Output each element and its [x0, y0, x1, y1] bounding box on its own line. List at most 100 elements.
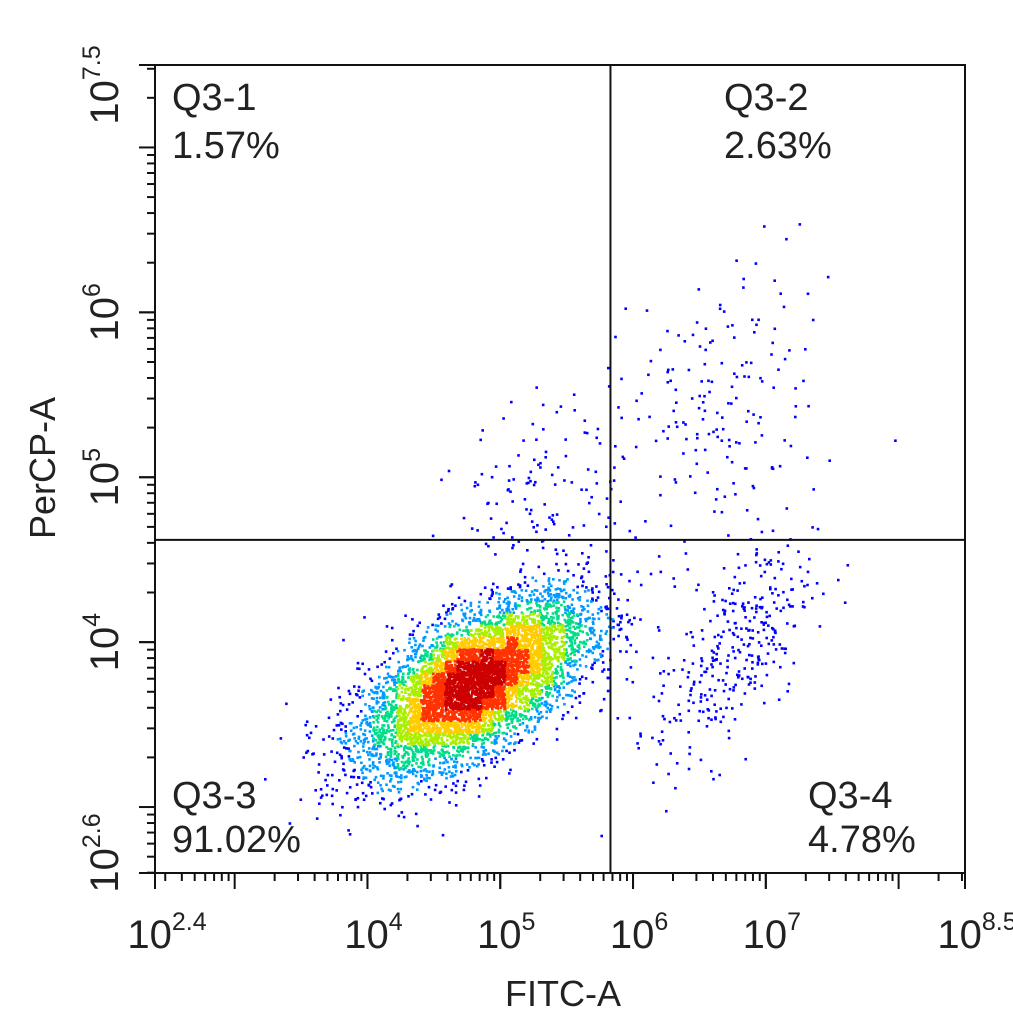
- event-dot: [611, 588, 614, 592]
- event-dot: [535, 708, 538, 711]
- event-dot: [415, 650, 418, 653]
- event-dot: [357, 735, 361, 739]
- event-dot: [547, 586, 550, 590]
- event-dot: [279, 737, 283, 740]
- event-dot: [499, 708, 502, 711]
- event-dot: [509, 587, 512, 591]
- event-dot: [639, 732, 642, 735]
- event-dot: [578, 694, 581, 698]
- event-dot: [590, 600, 593, 603]
- event-dot: [429, 734, 433, 737]
- event-dot: [584, 617, 587, 621]
- event-dot: [443, 654, 446, 657]
- event-dot: [447, 766, 451, 769]
- event-dot: [344, 730, 347, 733]
- event-dot: [582, 580, 585, 583]
- event-dot: [456, 749, 459, 753]
- event-dot: [397, 780, 400, 784]
- event-dot: [581, 609, 584, 612]
- event-dot: [557, 646, 561, 649]
- event-dot: [509, 586, 512, 589]
- event-dot: [444, 649, 447, 652]
- event-dot: [397, 728, 400, 731]
- event-dot: [449, 742, 453, 745]
- event-dot: [757, 655, 760, 658]
- event-dot: [771, 529, 775, 533]
- event-dot: [703, 607, 706, 611]
- event-dot: [486, 613, 490, 617]
- event-dot: [414, 749, 418, 752]
- event-dot: [412, 705, 415, 709]
- event-dot: [481, 621, 485, 624]
- event-dot: [413, 648, 416, 652]
- event-dot: [786, 690, 789, 693]
- event-dot: [391, 738, 394, 741]
- event-dot: [480, 738, 484, 742]
- event-dot: [376, 725, 379, 729]
- event-dot: [728, 602, 732, 605]
- event-dot: [788, 349, 791, 352]
- event-dot: [475, 721, 478, 725]
- event-dot: [518, 650, 522, 654]
- event-dot: [490, 643, 494, 647]
- event-dot: [400, 811, 404, 814]
- event-dot: [389, 780, 392, 783]
- event-dot: [556, 705, 560, 709]
- event-dot: [613, 592, 616, 595]
- event-dot: [419, 656, 422, 659]
- event-dot: [726, 665, 729, 669]
- event-dot: [428, 709, 431, 712]
- event-dot: [718, 642, 721, 645]
- event-dot: [460, 654, 463, 657]
- event-dot: [666, 381, 670, 384]
- event-dot: [442, 723, 445, 726]
- event-dot: [403, 712, 407, 715]
- event-dot: [509, 741, 512, 745]
- event-dot: [427, 732, 431, 735]
- event-dot: [561, 697, 565, 700]
- event-dot: [416, 668, 419, 672]
- event-dot: [400, 731, 404, 735]
- event-dot: [383, 714, 387, 718]
- event-dot: [353, 744, 356, 748]
- event-dot: [566, 658, 569, 662]
- event-dot: [385, 720, 389, 723]
- event-dot: [494, 627, 498, 630]
- event-dot: [520, 682, 523, 686]
- event-dot: [548, 627, 551, 630]
- event-dot: [452, 651, 456, 655]
- event-dot: [419, 761, 423, 765]
- event-dot: [617, 406, 620, 409]
- event-dot: [635, 399, 638, 403]
- event-dot: [522, 656, 525, 659]
- event-dot: [571, 636, 575, 640]
- event-dot: [681, 668, 684, 671]
- event-dot: [552, 684, 556, 688]
- event-dot: [721, 427, 725, 431]
- event-dot: [767, 561, 771, 564]
- event-dot: [481, 716, 485, 719]
- event-dot: [326, 773, 330, 777]
- event-dot: [461, 649, 465, 653]
- event-dot: [543, 676, 547, 680]
- event-dot: [489, 730, 492, 733]
- event-dot: [684, 552, 688, 555]
- event-dot: [533, 588, 537, 592]
- event-dot: [550, 662, 553, 666]
- event-dot: [470, 645, 474, 649]
- event-dot: [400, 740, 404, 743]
- event-dot: [463, 721, 466, 724]
- event-dot: [400, 698, 403, 701]
- event-dot: [423, 657, 426, 661]
- event-dot: [725, 671, 728, 675]
- event-dot: [673, 478, 677, 481]
- event-dot: [492, 615, 495, 618]
- event-dot: [574, 663, 577, 666]
- event-dot: [466, 769, 470, 772]
- event-dot: [562, 648, 566, 651]
- event-dot: [474, 632, 477, 636]
- event-dot: [586, 599, 589, 603]
- event-dot: [434, 712, 438, 716]
- event-dot: [390, 802, 394, 805]
- event-dot: [379, 745, 382, 748]
